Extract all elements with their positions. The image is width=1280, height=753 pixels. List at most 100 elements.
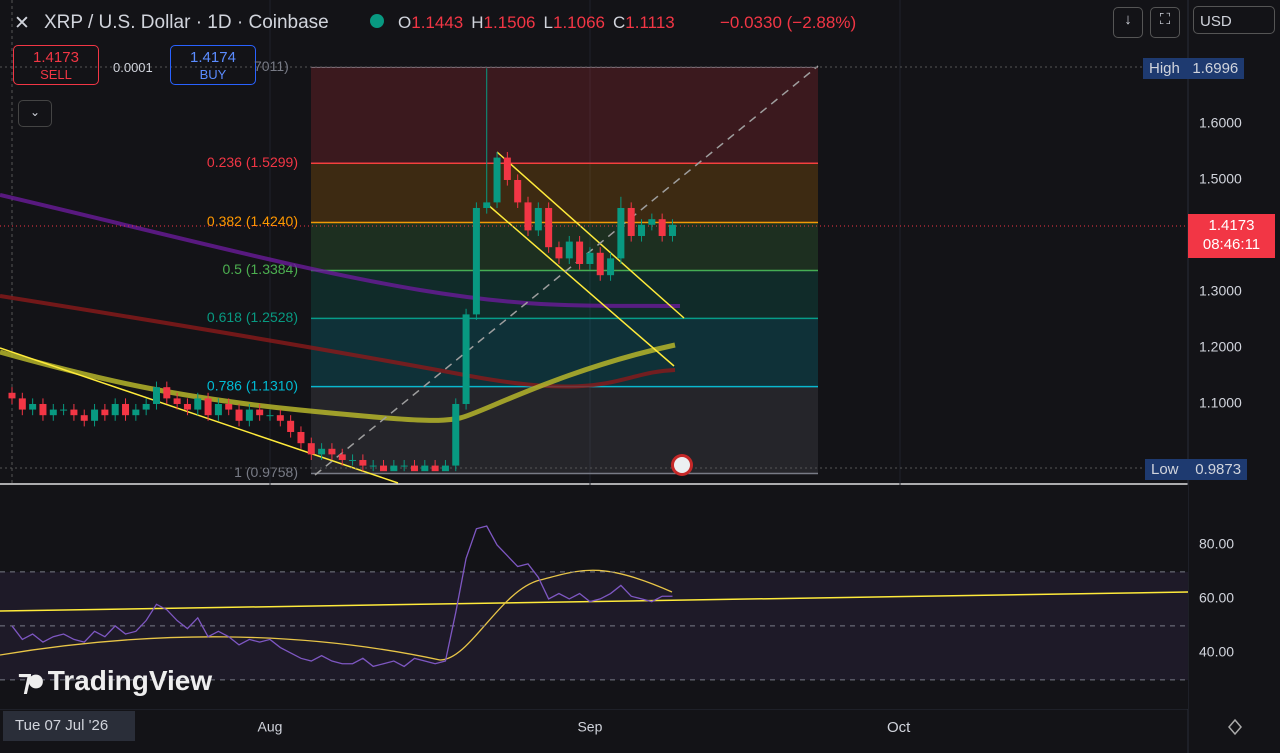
- countdown: 08:46:11: [1202, 236, 1261, 253]
- candle-body: [225, 403, 233, 410]
- candle-body: [472, 207, 480, 315]
- ohlc-key: H: [471, 13, 484, 32]
- ohlc-key: L: [543, 13, 553, 32]
- candle-body: [101, 409, 109, 416]
- status-dot: [370, 14, 384, 28]
- fib-zone: [311, 163, 818, 223]
- candle-body: [29, 403, 37, 410]
- candle-body: [80, 415, 88, 421]
- ohlc-value: 1.1506: [483, 13, 536, 32]
- candle-body: [493, 157, 501, 203]
- candle-body: [173, 398, 181, 404]
- rsi-pane: [0, 485, 1188, 709]
- sell-price: 1.4173: [33, 49, 79, 66]
- symbol-title: XRP / U.S. Dollar · 1D · Coinbase: [44, 12, 329, 33]
- low-label: Low: [1151, 461, 1179, 478]
- candle-body: [245, 409, 253, 421]
- fib-label: 0.382 (1.4240): [207, 213, 298, 229]
- candle-body: [111, 403, 119, 416]
- candle-body: [607, 258, 615, 276]
- candle-body: [441, 465, 449, 472]
- candle-body: [266, 415, 274, 417]
- buy-price: 1.4174: [190, 49, 236, 66]
- low-value: 0.9873: [1195, 461, 1242, 478]
- buy-label: BUY: [199, 67, 227, 82]
- currency-select[interactable]: USD: [1193, 6, 1275, 34]
- candle-body: [60, 409, 68, 411]
- spread: 0.0001: [113, 60, 153, 75]
- change: −0.0330 (−2.88%): [720, 13, 857, 32]
- last-price-tag: 1.4173 08:46:11: [1188, 214, 1275, 258]
- candle-body: [214, 403, 222, 416]
- candle-body: [338, 454, 346, 460]
- fib-zone: [311, 386, 818, 474]
- candle-body: [91, 409, 99, 421]
- candle-body: [421, 465, 429, 472]
- last-price: 1.4173: [1208, 217, 1255, 234]
- candle-body: [565, 241, 573, 259]
- fib-label: 0.786 (1.1310): [207, 377, 298, 393]
- fib-zone: [311, 67, 818, 164]
- fib-retracement: 0.236 (1.5299) 0.382 (1.4240) 0.5 (1.3384)…: [207, 66, 818, 480]
- ma-red: [0, 294, 676, 389]
- candle-body: [545, 207, 553, 248]
- candle-body: [39, 403, 47, 416]
- candle-body: [524, 202, 532, 231]
- candle-body: [204, 398, 212, 416]
- candle-body: [194, 398, 202, 410]
- x-tick-label: Aug: [258, 719, 283, 735]
- candle-body: [380, 465, 388, 472]
- y-tick-label: 1.1000: [1199, 395, 1242, 411]
- candle-body: [400, 465, 408, 467]
- candle-body: [648, 219, 656, 225]
- high-label: High: [1149, 60, 1180, 77]
- ohlc-value: 1.1066: [552, 13, 605, 32]
- rsi-tick-label: 60.00: [1199, 590, 1234, 606]
- candle-body: [235, 409, 243, 421]
- event-icon: [674, 457, 690, 473]
- fib-zone: [311, 270, 818, 319]
- candle-body: [287, 420, 295, 432]
- crosshair-date: Tue 07 Jul '26: [3, 711, 135, 741]
- fib-label: 0.618 (1.2528): [207, 309, 298, 325]
- candle-body: [183, 403, 191, 410]
- y-tick-label: 1.6000: [1199, 115, 1242, 131]
- fib-zone: [311, 222, 818, 271]
- candle-body: [627, 207, 635, 236]
- rsi-line: [11, 525, 673, 668]
- candle-body: [410, 465, 418, 472]
- high-value: 1.6996: [1192, 60, 1239, 77]
- buy-button[interactable]: 1.4174 BUY: [170, 45, 256, 85]
- candle-body: [307, 443, 315, 455]
- sell-button[interactable]: 1.4173 SELL: [13, 45, 99, 85]
- ohlc-key: O: [398, 13, 412, 32]
- fullscreen-button[interactable]: ⛶: [1150, 7, 1180, 38]
- candle-body: [462, 314, 470, 404]
- fib-label: 0.5 (1.3384): [223, 261, 299, 277]
- candle-body: [256, 409, 264, 416]
- trendline: [0, 347, 399, 484]
- candle-body: [132, 409, 140, 416]
- download-button[interactable]: ↓: [1113, 7, 1143, 38]
- rsi-ma: [0, 569, 673, 661]
- candle-body: [163, 387, 171, 399]
- candle-body: [369, 465, 377, 467]
- candle-body: [152, 387, 160, 404]
- y-tick-label: 1.3000: [1199, 283, 1242, 299]
- rsi-tick-label: 40.00: [1199, 644, 1234, 660]
- candle-body: [18, 398, 26, 410]
- candle-body: [555, 247, 563, 259]
- candle-body: [318, 448, 326, 455]
- settings-icon[interactable]: [1228, 718, 1242, 736]
- candle-body: [359, 459, 367, 466]
- plot: [0, 68, 1188, 681]
- y-tick-label: 1.5000: [1199, 171, 1242, 187]
- fib-label: 0.236 (1.5299): [207, 154, 298, 170]
- candle-body: [483, 202, 491, 208]
- ohlc-key: C: [612, 13, 626, 32]
- close-icon[interactable]: ✕: [14, 13, 30, 34]
- candle-body: [668, 224, 676, 236]
- collapse-button[interactable]: ⌄: [18, 100, 52, 127]
